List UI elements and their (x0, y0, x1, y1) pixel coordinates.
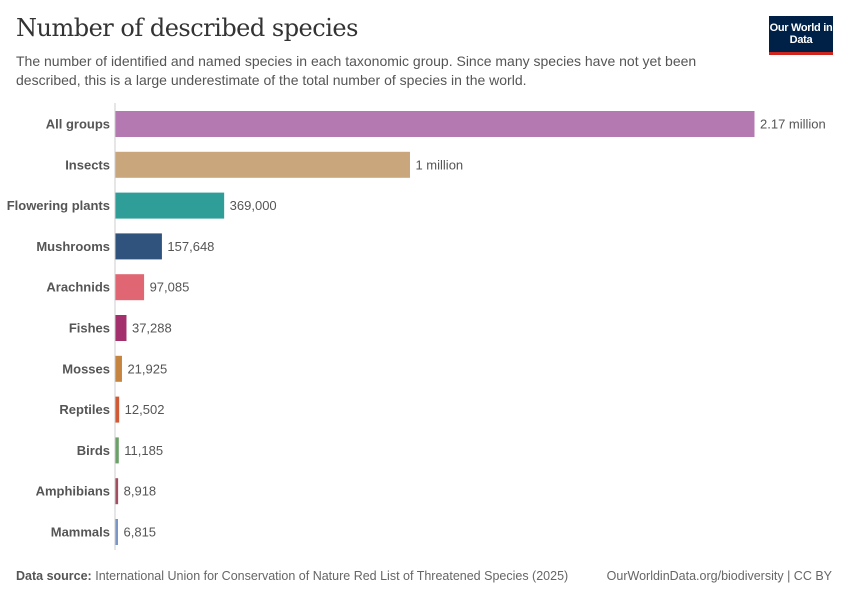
category-label: Amphibians (36, 484, 110, 499)
value-label: 1 million (415, 157, 463, 172)
category-label: Birds (77, 443, 110, 458)
chart-subtitle: The number of identified and named speci… (16, 53, 697, 88)
category-label: Mammals (51, 525, 110, 540)
value-label: 21,925 (127, 361, 167, 376)
owid-logo[interactable]: Our World in Data (769, 16, 833, 55)
bar (115, 355, 122, 382)
source-text: International Union for Conservation of … (95, 569, 569, 583)
bar (115, 437, 119, 464)
value-label: 369,000 (230, 198, 277, 213)
category-label: Mosses (62, 361, 110, 376)
value-label: 8,918 (124, 484, 157, 499)
value-label: 11,185 (124, 443, 163, 458)
value-label: 97,085 (150, 280, 190, 295)
value-label: 37,288 (132, 321, 172, 336)
bar (115, 233, 162, 260)
source-label: Data source: (16, 569, 92, 583)
bar (115, 396, 120, 423)
category-label: Mushrooms (36, 239, 110, 254)
bar (115, 192, 225, 219)
bar (115, 274, 145, 301)
category-label: Fishes (69, 321, 110, 336)
bar (115, 315, 127, 341)
value-label: 2.17 million (760, 117, 826, 132)
bar (115, 519, 118, 545)
category-label: All groups (46, 117, 110, 132)
value-label: 157,648 (167, 239, 214, 254)
category-label: Flowering plants (7, 198, 110, 213)
bar (115, 478, 119, 505)
value-label: 6,815 (124, 525, 157, 540)
category-label: Arachnids (46, 280, 110, 295)
footer-link[interactable]: OurWorldinData.org/biodiversity | CC BY (606, 569, 832, 583)
category-label: Reptiles (59, 402, 110, 417)
value-label: 12,502 (125, 402, 165, 417)
bar (115, 111, 755, 137)
bar (115, 151, 410, 178)
category-label: Insects (65, 157, 110, 172)
data-source: Data source: International Union for Con… (16, 569, 568, 583)
chart-title: Number of described species (16, 14, 358, 42)
